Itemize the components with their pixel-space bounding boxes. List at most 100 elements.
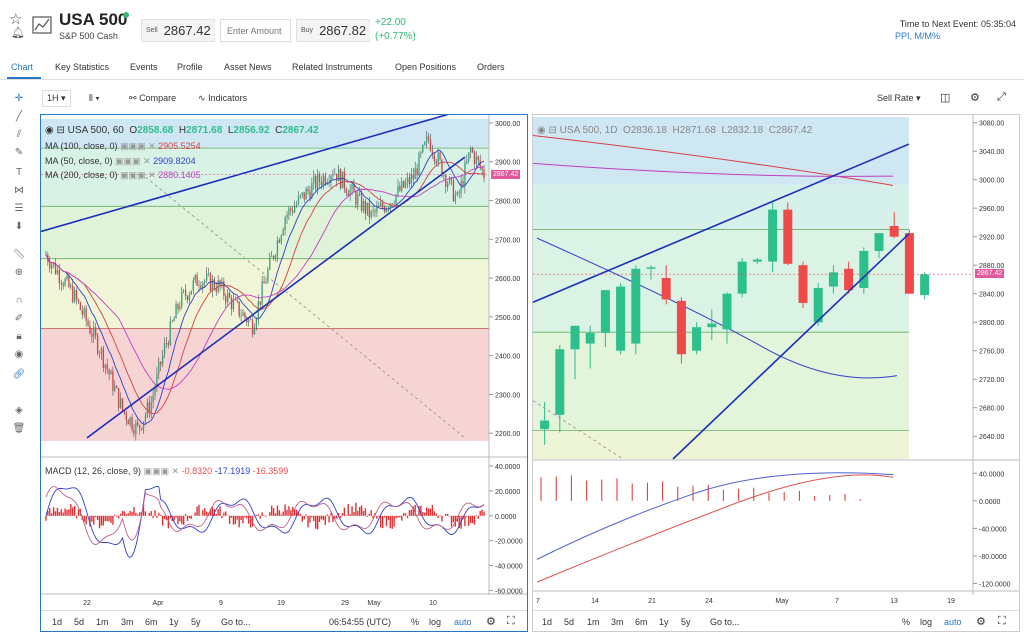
link-icon[interactable]: 🔗︎ — [12, 369, 26, 380]
hourly-range-1m[interactable]: 1m — [96, 617, 109, 627]
daily-candle — [904, 233, 914, 294]
brush-icon[interactable]: ✎ — [14, 147, 24, 158]
lock-draw-icon[interactable]: ✐ — [14, 313, 24, 324]
daily-candle — [555, 349, 565, 415]
buy-button[interactable]: Buy 2867.82 — [296, 19, 371, 42]
magnet-icon[interactable]: ∩ — [15, 295, 23, 306]
hourly-candle — [341, 171, 344, 189]
hourly-candle — [251, 319, 254, 335]
hourly-fullscreen-icon[interactable]: ⛶ — [507, 615, 515, 627]
trash-icon[interactable]: 🗑︎ — [12, 423, 26, 434]
indicators-button[interactable]: ∿ Indicators — [198, 93, 247, 104]
fib-icon[interactable]: ☰ — [14, 203, 24, 214]
tab-open-positions[interactable]: Open Positions — [395, 62, 457, 72]
daily-range-5y[interactable]: 5y — [681, 617, 691, 627]
daily-range-6m[interactable]: 6m — [635, 617, 648, 627]
daily-price-tick-label: 2840.00 — [979, 292, 1004, 299]
settings-gear-icon[interactable]: ⚙ — [970, 92, 980, 104]
hourly-auto-toggle[interactable]: auto — [454, 617, 472, 627]
hourly-range-5d[interactable]: 5d — [74, 617, 85, 627]
tab-events[interactable]: Events — [130, 62, 158, 72]
amount-input[interactable] — [220, 19, 291, 42]
daily-chart-canvas[interactable]: 3080.00 3040.00 3000.00 2960.00 2920.00 2880.… — [533, 115, 1020, 632]
hourly-range-1d[interactable]: 1d — [52, 617, 63, 627]
rate-select[interactable]: Sell Rate ▾ — [877, 93, 921, 103]
ruler-icon[interactable]: 📏︎ — [12, 249, 26, 260]
ma200-controls-icon[interactable]: ▣▣▣ ✕ — [120, 170, 156, 180]
interval-select[interactable]: 1H ▾ — [42, 90, 71, 107]
hourly-range-1y[interactable]: 1y — [169, 617, 179, 627]
tab-key-statistics[interactable]: Key Statistics — [55, 62, 110, 72]
daily-price-tick-label: 2920.00 — [979, 235, 1004, 242]
zoom-icon[interactable]: ⊕ — [14, 267, 24, 278]
daily-chart-panel[interactable]: 3080.00 3040.00 3000.00 2960.00 2920.00 2880.… — [532, 114, 1020, 632]
tab-profile[interactable]: Profile — [177, 62, 203, 72]
hourly-range-3m[interactable]: 3m — [121, 617, 134, 627]
daily-legend-eye-icon[interactable]: ◉ ⊟ — [537, 125, 557, 136]
hourly-chart-panel[interactable]: 3000.00 2900.00 2800.00 2700.00 2600.00 2500.… — [40, 114, 528, 632]
daily-fullscreen-icon[interactable]: ⛶ — [998, 615, 1006, 627]
alert-bell-icon[interactable]: 🔔︎ — [11, 27, 25, 39]
tab-related-instruments[interactable]: Related Instruments — [292, 62, 373, 72]
hourly-candle — [410, 174, 413, 184]
legend-eye-icon[interactable]: ◉ ⊟ — [45, 125, 65, 136]
daily-range-5d[interactable]: 5d — [564, 617, 575, 627]
sell-button[interactable]: Sell 2867.42 — [141, 19, 215, 42]
hourly-candle — [364, 200, 367, 214]
hourly-range-6m[interactable]: 6m — [145, 617, 158, 627]
daily-candle — [859, 250, 869, 288]
dashed-projection-line — [140, 172, 466, 439]
ma50-controls-icon[interactable]: ▣▣▣ ✕ — [115, 156, 151, 166]
chart-type-icon[interactable]: ⫴ ▾ — [89, 93, 100, 103]
hourly-candle — [399, 186, 401, 191]
next-event-name[interactable]: PPI, M/M% — [895, 31, 941, 41]
multi-line-icon[interactable]: ⫽ — [16, 129, 22, 140]
compare-button[interactable]: ⚯ Compare — [129, 93, 176, 104]
hourly-candle — [58, 270, 61, 283]
macd-controls-icon[interactable]: ▣▣▣ ✕ — [143, 466, 180, 476]
daily-auto-toggle[interactable]: auto — [944, 617, 962, 627]
hourly-candle — [293, 206, 296, 213]
arrow-down-icon[interactable]: ⬇ — [14, 221, 24, 232]
hourly-candle — [469, 148, 472, 153]
daily-range-3m[interactable]: 3m — [611, 617, 624, 627]
layout-icon[interactable]: ◫ — [940, 92, 951, 104]
daily-range-1y[interactable]: 1y — [659, 617, 669, 627]
daily-high: 2871.68 — [679, 125, 716, 136]
hourly-range-5y[interactable]: 5y — [191, 617, 201, 627]
daily-percent-toggle[interactable]: % — [902, 617, 911, 627]
lock-icon[interactable]: 🔒︎ — [16, 331, 22, 342]
hourly-open: 2858.68 — [137, 125, 174, 136]
ma100-label: MA (100, close, 0) — [45, 141, 118, 151]
hourly-candle — [66, 275, 68, 280]
favorite-star-icon[interactable]: ☆ — [9, 11, 23, 28]
fullscreen-icon[interactable]: ⤢ — [997, 91, 1006, 103]
tab-asset-news[interactable]: Asset News — [224, 62, 272, 72]
daily-log-toggle[interactable]: log — [920, 617, 933, 627]
next-event-time: 05:35:04 — [980, 19, 1016, 29]
tab-chart[interactable]: Chart — [11, 62, 34, 72]
hourly-candle — [416, 168, 418, 176]
daily-candle — [540, 420, 550, 430]
text-tool-icon[interactable]: T — [15, 167, 23, 178]
pattern-icon[interactable]: ⋈ — [14, 185, 24, 196]
tab-orders[interactable]: Orders — [477, 62, 505, 72]
daily-range-1m[interactable]: 1m — [587, 617, 600, 627]
trend-line-icon[interactable]: ╱ — [15, 111, 23, 122]
hourly-candle — [305, 188, 307, 200]
hourly-settings-icon[interactable]: ⚙ — [486, 616, 496, 628]
visibility-eye-icon[interactable]: ◉ — [14, 349, 24, 360]
hourly-candle — [51, 264, 53, 269]
hourly-goto[interactable]: Go to... — [221, 617, 251, 627]
crosshair-icon[interactable]: ✛ — [14, 93, 24, 104]
hourly-candle — [236, 299, 238, 302]
ma100-controls-icon[interactable]: ▣▣▣ ✕ — [120, 141, 156, 151]
daily-settings-icon[interactable]: ⚙ — [976, 616, 986, 628]
hourly-percent-toggle[interactable]: % — [411, 617, 420, 627]
layers-icon[interactable]: ◈ — [15, 405, 23, 416]
hourly-chart-canvas[interactable]: 3000.00 2900.00 2800.00 2700.00 2600.00 2500.… — [41, 115, 528, 632]
hourly-log-toggle[interactable]: log — [429, 617, 442, 627]
daily-goto[interactable]: Go to... — [710, 617, 740, 627]
hourly-candle — [248, 319, 250, 323]
daily-range-1d[interactable]: 1d — [542, 617, 553, 627]
